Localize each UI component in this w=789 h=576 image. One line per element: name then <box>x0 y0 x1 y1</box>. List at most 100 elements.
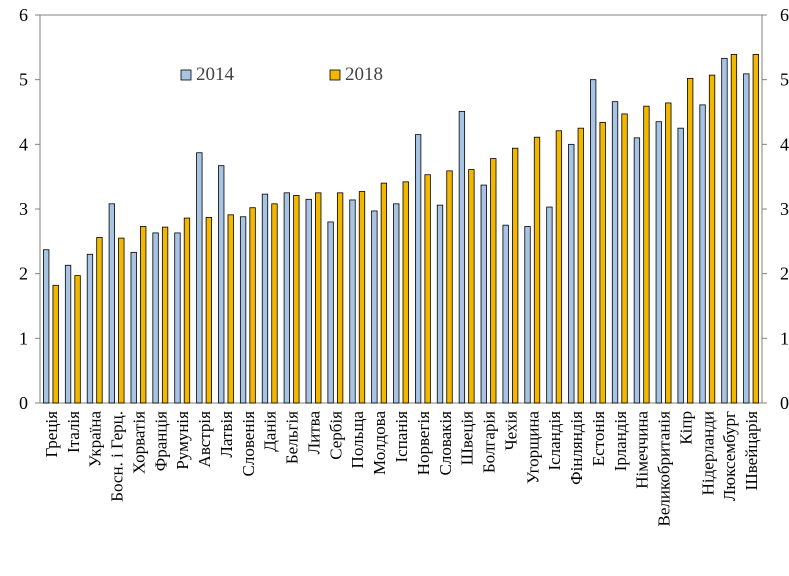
bar-2014-4 <box>108 203 115 404</box>
y-tick-label: 2 <box>19 264 28 284</box>
bar-2018-9 <box>227 214 234 404</box>
category-label: Франція <box>151 411 170 471</box>
bar-2014-11 <box>261 193 269 404</box>
bar-2018-14 <box>336 192 344 404</box>
category-label: Польща <box>348 411 367 469</box>
bar-2018-6 <box>161 226 169 404</box>
bar-2014-16 <box>371 210 378 404</box>
category-label: Естонія <box>589 411 608 466</box>
bar-2014-14 <box>327 221 334 404</box>
category-label: Греція <box>42 411 61 458</box>
bar-2014-9 <box>218 165 225 404</box>
category-label: Австрія <box>195 411 214 468</box>
category-label: Молдова <box>370 411 389 475</box>
bar-2014-29 <box>655 121 662 404</box>
bar-2018-33 <box>752 54 759 404</box>
bar-2014-28 <box>633 137 641 404</box>
bar-2014-22 <box>502 224 509 404</box>
category-label: Угорщина <box>523 411 542 484</box>
bar-2014-23 <box>524 226 531 404</box>
category-label: Іспанія <box>392 411 411 463</box>
category-label: Словакія <box>436 411 455 476</box>
bar-2018-8 <box>205 217 212 404</box>
bar-2018-10 <box>249 207 256 404</box>
right-y-tick-label: 4 <box>780 134 789 154</box>
bar-2014-20 <box>458 110 466 404</box>
bar-2014-1 <box>43 249 50 404</box>
bar-2014-26 <box>590 79 597 404</box>
y-tick-label: 5 <box>19 70 28 90</box>
legend-swatch-2018 <box>329 69 341 81</box>
category-label: Німеччина <box>633 411 652 489</box>
bar-2018-16 <box>380 182 388 404</box>
y-tick-label: 4 <box>19 134 28 154</box>
bar-2014-15 <box>349 199 356 404</box>
category-label: Фінляндія <box>567 411 586 485</box>
right-y-tick-label: 5 <box>780 70 789 90</box>
right-y-tick-label: 3 <box>780 199 789 219</box>
category-label: Болгарія <box>480 411 499 473</box>
category-label: Босн. і Герц. <box>108 411 127 502</box>
category-label: Хорватія <box>129 411 148 474</box>
bar-2018-24 <box>555 130 563 404</box>
bar-2014-8 <box>196 152 203 404</box>
bar-2018-4 <box>118 237 125 404</box>
bar-2018-7 <box>183 217 191 404</box>
bar-2014-17 <box>393 203 400 404</box>
bar-2018-21 <box>490 158 497 404</box>
legend-label-2018: 2018 <box>345 64 383 85</box>
category-label: Ірландія <box>611 411 630 471</box>
bar-2018-22 <box>511 147 519 404</box>
bar-2014-32 <box>721 57 728 404</box>
category-label: Норвегія <box>414 411 433 475</box>
category-label: Словенія <box>239 411 258 477</box>
category-label: Кіпр <box>676 411 695 445</box>
bar-2018-3 <box>96 237 103 404</box>
category-label: Нідерланди <box>698 411 717 495</box>
category-label: Литва <box>304 411 323 455</box>
y-tick-label: 1 <box>19 328 28 348</box>
legend: 2014 2018 <box>180 64 383 85</box>
bar-2018-1 <box>52 284 59 404</box>
right-y-tick-label: 0 <box>780 393 789 413</box>
plot-area: 0 0 1 1 2 2 3 3 4 4 5 5 6 6 Греція Італія Україна Босн. і… <box>19 5 789 526</box>
bar-2018-32 <box>730 54 738 404</box>
bar-2018-15 <box>358 191 366 404</box>
bar-2014-2 <box>64 264 72 404</box>
y-tick-label: 3 <box>19 199 28 219</box>
category-label: Ісландія <box>545 411 564 471</box>
bar-2014-33 <box>743 73 750 404</box>
bar-2018-5 <box>140 226 147 404</box>
bar-2014-24 <box>546 206 553 404</box>
bar-2014-3 <box>86 253 94 404</box>
category-label: Швейцарія <box>742 411 761 491</box>
bar-2014-10 <box>239 216 247 404</box>
bar-2018-12 <box>293 195 300 404</box>
category-label: Латвія <box>217 411 236 458</box>
category-label: Сербія <box>326 411 345 460</box>
bar-2014-12 <box>283 192 291 404</box>
category-label: Чехія <box>501 411 520 451</box>
bar-2014-13 <box>305 198 312 404</box>
bar-2018-23 <box>533 136 541 404</box>
right-y-tick-label: 1 <box>780 328 789 348</box>
bar-2014-18 <box>414 134 422 404</box>
plot-frame <box>39 14 763 404</box>
bar-2018-28 <box>643 105 650 404</box>
bar-2014-7 <box>174 232 181 404</box>
category-label: Швеція <box>458 411 477 465</box>
bar-2018-30 <box>687 77 694 404</box>
category-label: Італія <box>64 411 83 453</box>
bar-2018-27 <box>621 113 628 404</box>
bar-2014-6 <box>152 232 159 404</box>
category-label: Данія <box>261 411 280 452</box>
bar-2014-30 <box>677 127 684 404</box>
legend-label-2014: 2014 <box>196 64 235 85</box>
bar-2018-17 <box>402 181 409 404</box>
legend-swatch-2014 <box>180 69 192 81</box>
right-y-tick-label: 6 <box>780 5 789 25</box>
bar-2018-2 <box>74 275 81 404</box>
bar-2018-18 <box>424 174 431 404</box>
y-tick-label: 6 <box>19 5 28 25</box>
